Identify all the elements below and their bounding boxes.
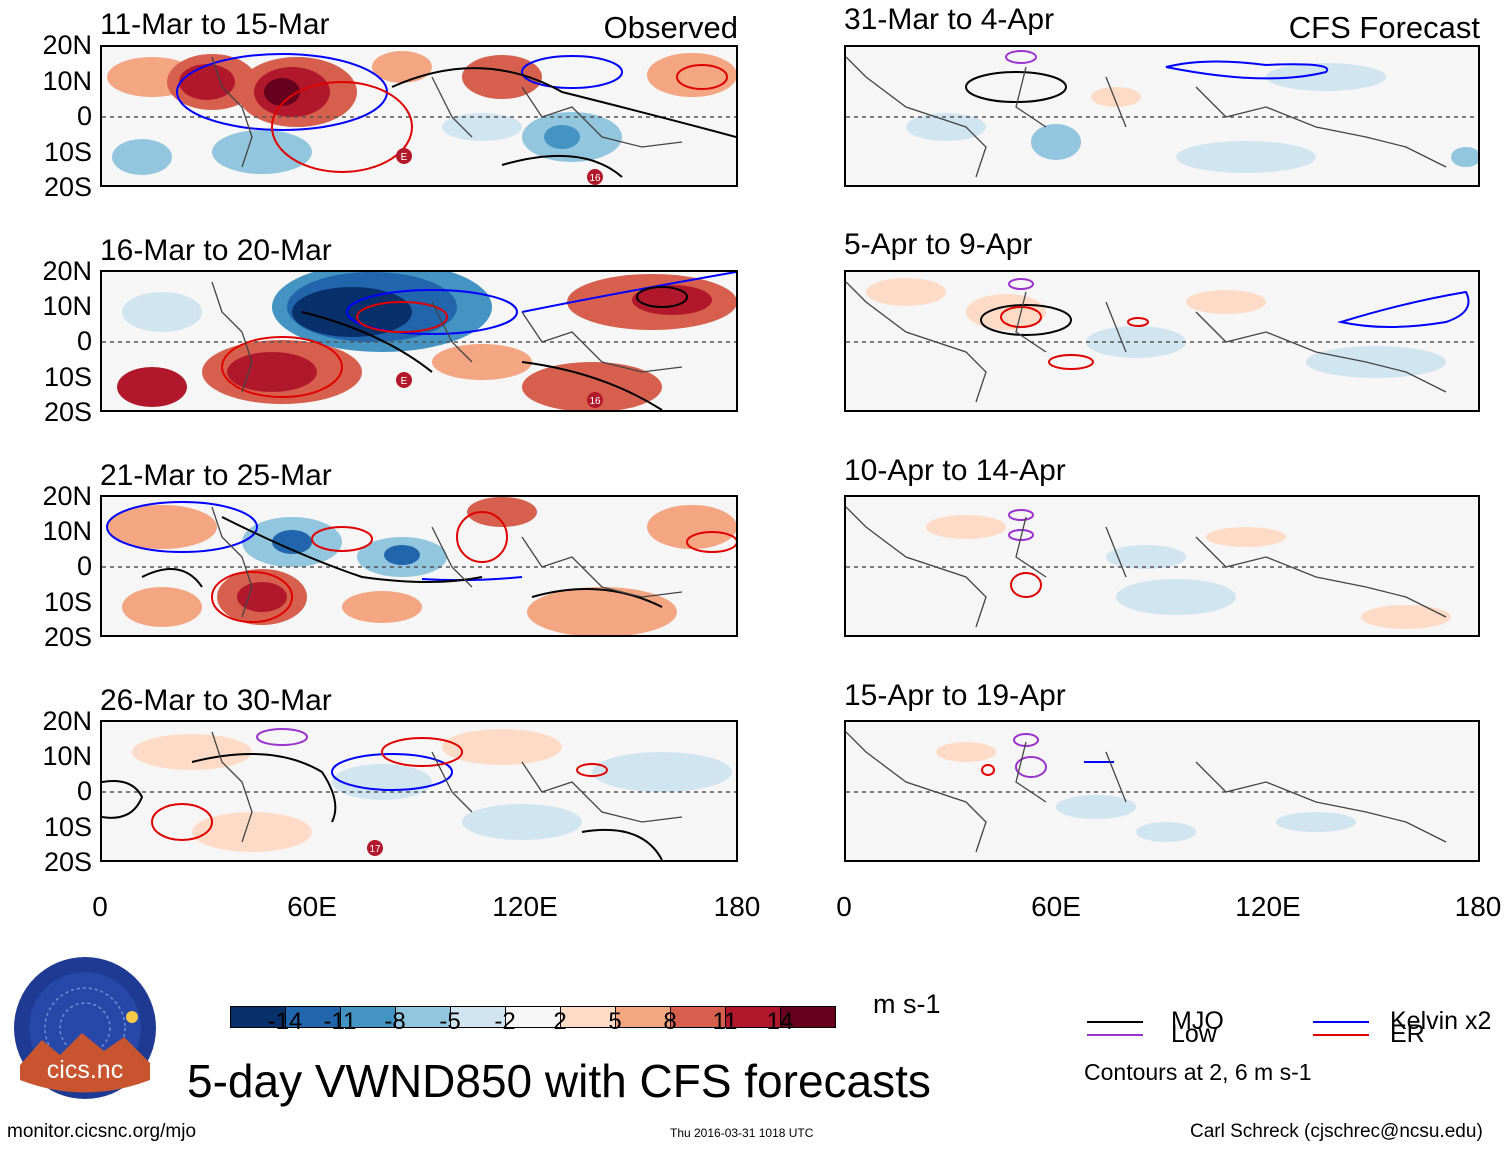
lat-20s: 20S: [43, 172, 92, 202]
forecast-map-4-graphic: [846, 731, 1478, 853]
colorbar-tick-label: -14: [267, 1008, 303, 1035]
lat-0: 0: [76, 101, 92, 131]
lat-20n: 20N: [42, 256, 92, 286]
forecast-map-2: [844, 270, 1480, 412]
footer-timestamp: Thu 2016-03-31 1018 UTC: [670, 1126, 814, 1140]
storm-marker: [587, 169, 603, 185]
cicsnc-logo-graphic: [14, 957, 156, 1099]
lat-20s: 20S: [43, 397, 92, 427]
legend-mjo-label: MJO: [1171, 1007, 1224, 1035]
forecast-map-3-graphic: [846, 506, 1478, 629]
lon-0: 0: [92, 891, 108, 922]
lat-0: 0: [76, 551, 92, 581]
lat-10n: 10N: [42, 516, 92, 546]
footer-url[interactable]: monitor.cicsnc.org/mjo: [7, 1121, 197, 1142]
legend-kelvin-label: Kelvin x2: [1390, 1007, 1492, 1035]
forecast-map-1: [844, 45, 1480, 187]
lat-20n: 20N: [42, 706, 92, 736]
legend-mjo-line: [1087, 1021, 1143, 1023]
lon-60e: 60E: [287, 891, 337, 922]
lat-10s: 10S: [43, 812, 92, 842]
cicsnc-logo: cics.nc: [12, 955, 158, 1101]
lat-10n: 10N: [42, 741, 92, 771]
lon-180: 180: [713, 891, 761, 922]
lat-10n: 10N: [42, 66, 92, 96]
colorbar-tick-label: 14: [766, 1008, 794, 1035]
storm-marker-label: 16: [589, 396, 601, 407]
lon-120e: 120E: [1235, 891, 1301, 922]
obs-panel-1-title: 11-Mar to 15-Mar: [100, 8, 330, 41]
figure-title: 5-day VWND850 with CFS forecasts: [187, 1055, 931, 1107]
storm-marker-label: E: [401, 152, 408, 163]
storm-marker-label: 17: [369, 844, 381, 855]
lat-20n: 20N: [42, 30, 92, 60]
observed-map-1: E 16: [100, 45, 738, 187]
forecast-map-1-graphic: [846, 50, 1478, 178]
forecast-map-2-graphic: [846, 278, 1478, 403]
colorbar-tick-label: -11: [323, 1008, 357, 1035]
lon-60e: 60E: [1031, 891, 1081, 922]
forecast-map-3: [844, 495, 1480, 637]
lat-10s: 10S: [43, 362, 92, 392]
storm-marker: [367, 840, 383, 856]
fc-panel-4-title: 15-Apr to 19-Apr: [844, 679, 1066, 712]
lat-20n: 20N: [42, 481, 92, 511]
colorbar-tick-label: 5: [608, 1008, 622, 1035]
lat-10n: 10N: [42, 291, 92, 321]
storm-marker-label: 16: [589, 173, 601, 184]
observed-map-1-graphic: E 16: [102, 51, 736, 185]
colorbar-tick-label: 2: [553, 1008, 567, 1035]
observed-map-4: 17: [100, 720, 738, 862]
logo-text: cics.nc: [46, 1056, 124, 1084]
observed-map-2-graphic: E 16: [102, 272, 736, 410]
observed-map-2: E 16: [100, 270, 738, 412]
storm-marker: [587, 392, 603, 408]
observed-map-3-graphic: [102, 497, 736, 635]
obs-panel-2-title: 16-Mar to 20-Mar: [100, 234, 332, 267]
lat-20s: 20S: [43, 847, 92, 877]
colorbar-units: m s-1: [873, 989, 941, 1019]
lat-10s: 10S: [43, 587, 92, 617]
colorbar-tick-label: -2: [494, 1008, 516, 1035]
colorbar-tick-label: 11: [712, 1008, 738, 1035]
storm-marker-label: E: [401, 376, 408, 387]
lat-0: 0: [76, 776, 92, 806]
cfs-forecast-label: CFS Forecast: [1288, 10, 1480, 45]
fc-panel-3-title: 10-Apr to 14-Apr: [844, 454, 1066, 487]
observed-label: Observed: [603, 10, 738, 45]
footer-author: Carl Schreck (cjschrec@ncsu.edu): [1190, 1121, 1483, 1142]
storm-marker: [396, 372, 412, 388]
legend-er-line: [1313, 1034, 1369, 1036]
observed-map-4-graphic: 17: [102, 728, 736, 860]
obs-panel-4-title: 26-Mar to 30-Mar: [100, 684, 332, 717]
obs-panel-3-title: 21-Mar to 25-Mar: [100, 459, 332, 492]
fc-panel-2-title: 5-Apr to 9-Apr: [844, 228, 1033, 261]
legend-er-label: ER: [1390, 1020, 1425, 1048]
lat-20s: 20S: [43, 622, 92, 652]
colorbar-tick-label: -5: [439, 1008, 461, 1035]
storm-marker: [396, 148, 412, 164]
colorbar-swatch: [780, 1006, 836, 1028]
lat-0: 0: [76, 326, 92, 356]
lon-180: 180: [1454, 891, 1502, 922]
lon-120e: 120E: [492, 891, 558, 922]
colorbar-tick-label: -8: [384, 1008, 406, 1035]
fc-panel-1-title: 31-Mar to 4-Apr: [844, 3, 1055, 36]
lon-0: 0: [836, 891, 852, 922]
forecast-map-4: [844, 720, 1480, 862]
colorbar-tick-label: 8: [663, 1008, 677, 1035]
lat-10s: 10S: [43, 137, 92, 167]
legend-note: Contours at 2, 6 m s-1: [1084, 1059, 1312, 1085]
observed-map-3: [100, 495, 738, 637]
legend-kelvin-line: [1313, 1021, 1369, 1023]
legend-low-label: Low: [1171, 1020, 1217, 1048]
legend-low-line: [1087, 1034, 1143, 1036]
